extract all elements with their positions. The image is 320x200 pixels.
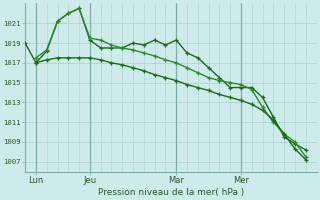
- X-axis label: Pression niveau de la mer( hPa ): Pression niveau de la mer( hPa ): [98, 188, 244, 197]
